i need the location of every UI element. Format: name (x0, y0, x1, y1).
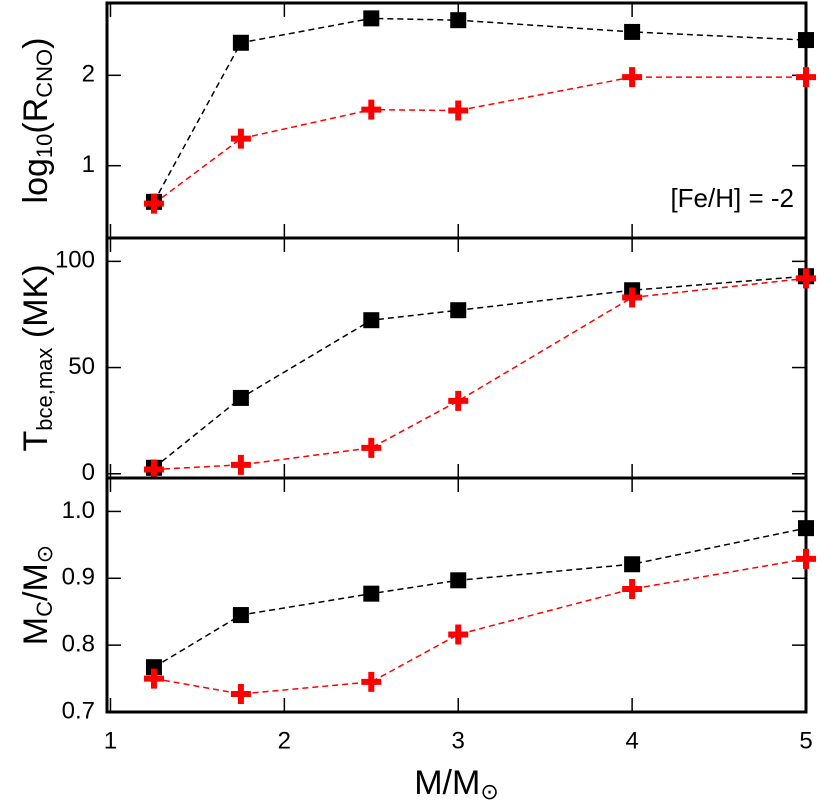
point (448, 624, 469, 645)
point (230, 683, 251, 704)
point (361, 671, 382, 692)
y-tick-label: 1 (82, 151, 95, 178)
y-axis-label-part: (R (17, 98, 55, 134)
point (143, 459, 164, 480)
point (450, 302, 467, 319)
point (230, 128, 251, 149)
y-tick-label: 0.8 (62, 630, 95, 657)
x-axis-label-part: M/M (414, 764, 480, 802)
y-tick-label: 1.0 (62, 497, 95, 524)
series-line (153, 76, 806, 205)
point (798, 32, 814, 49)
point (448, 390, 469, 411)
point (363, 312, 380, 329)
point (448, 100, 469, 121)
point (624, 556, 641, 573)
y-tick-label: 50 (68, 353, 95, 380)
point (143, 668, 164, 689)
plot-frame (105, 236, 808, 480)
y-tick-label: 0.7 (62, 697, 95, 724)
y-axis-label-part: T (17, 431, 55, 452)
point (796, 268, 816, 289)
point (361, 99, 382, 120)
series-line (153, 277, 807, 471)
point (798, 520, 814, 537)
point (145, 659, 162, 676)
y-tick-label: 100 (55, 247, 95, 274)
point (450, 572, 467, 589)
point (450, 12, 467, 29)
point (232, 607, 249, 624)
point (796, 548, 816, 569)
x-tick-label: 5 (799, 727, 812, 754)
series-line (153, 17, 807, 203)
y-tick-label: 0 (82, 459, 95, 486)
y-axis-label: log10(RCNO) (17, 38, 57, 204)
y-axis-label-part: ⊙ (32, 545, 57, 563)
y-axis-label-part: (MK) (17, 264, 55, 347)
point (230, 454, 251, 475)
point (232, 389, 249, 406)
y-axis-label-part: C (32, 601, 57, 617)
y-axis-label-part: CNO (32, 49, 57, 98)
point (363, 10, 380, 27)
y-axis-label-part: /M (17, 563, 55, 601)
y-axis-label-part: M (17, 617, 55, 645)
point (622, 67, 643, 88)
y-axis-label: MC/M⊙ (17, 545, 57, 645)
point (143, 193, 164, 214)
point (363, 585, 380, 602)
series-line (153, 527, 807, 668)
series-line (153, 558, 807, 695)
point (624, 23, 641, 40)
x-axis-label-part: ⊙ (480, 779, 498, 804)
y-axis-label-part: ) (17, 38, 55, 49)
x-tick-label: 1 (104, 727, 117, 754)
point (361, 437, 382, 458)
point (622, 578, 643, 599)
y-axis-label-part: bce,max (32, 348, 57, 431)
y-tick-label: 0.9 (62, 564, 95, 591)
y-tick-label: 2 (82, 61, 95, 88)
y-axis-label: Tbce,max (MK) (17, 264, 57, 451)
x-tick-label: 3 (452, 727, 465, 754)
point (232, 34, 249, 51)
x-axis-label: M/M⊙ (414, 764, 499, 804)
x-tick-label: 4 (625, 727, 638, 754)
plot-frame (105, 476, 808, 714)
series-line (153, 275, 807, 469)
y-axis-label-part: log (17, 158, 55, 203)
point (796, 67, 816, 88)
x-tick-label: 2 (278, 727, 291, 754)
point (622, 287, 643, 308)
annotation: [Fe/H] = -2 (670, 183, 794, 213)
y-axis-label-part: 10 (32, 134, 57, 158)
